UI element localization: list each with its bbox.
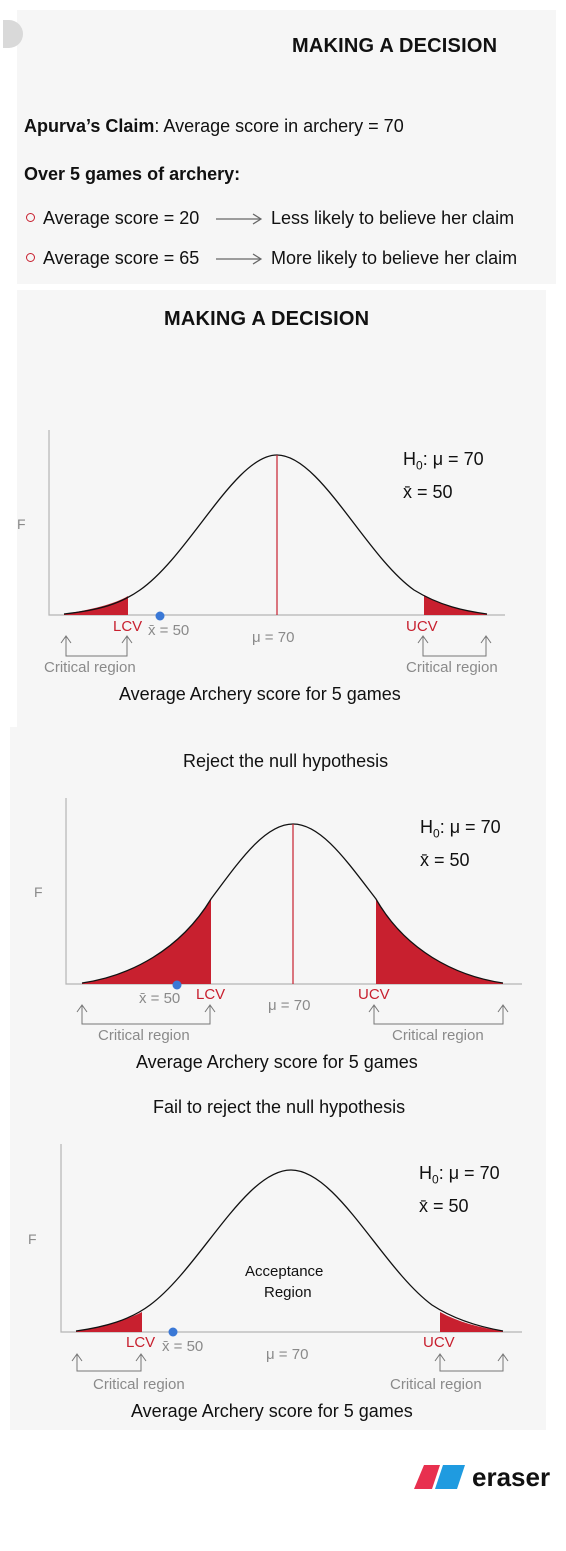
intro-title: MAKING A DECISION: [292, 35, 498, 57]
ucv-label: UCV: [358, 986, 390, 1003]
ucv-label: UCV: [423, 1334, 455, 1351]
null-hypothesis-label: H0: μ = 70: [403, 449, 484, 473]
right-arrow-icon: [216, 213, 263, 225]
axes-line: [65, 798, 522, 985]
chart-baseline: [48, 430, 505, 657]
decorative-tab: [3, 20, 23, 48]
result-less-likely: Less likely to believe her claim: [271, 208, 515, 228]
critical-region-right-fill: [376, 899, 503, 984]
mu-label: μ = 70: [268, 997, 311, 1014]
claim-label: Apurva’s Claim: [24, 116, 155, 136]
critical-region-right-fill: [424, 595, 487, 615]
decision-title: MAKING A DECISION: [164, 308, 370, 330]
critical-bracket-left: [76, 1004, 216, 1025]
acceptance-region-label-2: Region: [264, 1284, 312, 1301]
critical-region-left-fill: [64, 596, 128, 615]
critical-bracket-right: [368, 1004, 509, 1025]
critical-region-left-fill: [82, 899, 211, 984]
lcv-label: LCV: [113, 618, 143, 635]
null-hypothesis-label: H0: μ = 70: [420, 817, 501, 841]
fail-to-reject-caption: Fail to reject the null hypothesis: [153, 1097, 406, 1117]
brand-name: eraser: [472, 1462, 551, 1492]
sample-mean-dot: [155, 611, 165, 621]
bullet-icon: [26, 213, 35, 222]
critical-region-right-label: Critical region: [392, 1027, 484, 1044]
sample-mean-label: x̄ = 50: [420, 850, 470, 870]
sample-mean-dot: [168, 1327, 178, 1337]
result-more-likely: More likely to believe her claim: [271, 248, 518, 268]
critical-region-left-label: Critical region: [98, 1027, 190, 1044]
critical-region-left-fill: [76, 1312, 142, 1332]
x-axis-label: Average Archery score for 5 games: [119, 684, 401, 704]
axes-line: [60, 1144, 522, 1333]
sample-mean-dot: [172, 980, 182, 990]
critical-region-right-label: Critical region: [406, 659, 498, 676]
x-axis-label: Average Archery score for 5 games: [136, 1052, 418, 1072]
normal-curve: [75, 1169, 504, 1332]
sample-mean-axis-label: x̄ = 50: [162, 1338, 204, 1355]
frequency-axis-label: F: [34, 884, 43, 900]
mu-label: μ = 70: [266, 1346, 309, 1363]
critical-bracket-left: [60, 635, 133, 657]
critical-bracket-right: [417, 635, 492, 657]
critical-bracket-left: [71, 1353, 147, 1372]
lcv-label: LCV: [126, 1334, 156, 1351]
chart-baseline: [60, 1144, 522, 1372]
sample-mean-label: x̄ = 50: [403, 482, 453, 502]
normal-curve: [63, 454, 488, 615]
claim-text: : Average score in archery = 70: [154, 116, 404, 136]
sample-mean-label: x̄ = 50: [419, 1196, 469, 1216]
claim-line: Apurva’s Claim: Average score in archery…: [24, 116, 404, 137]
ucv-label: UCV: [406, 618, 438, 635]
frequency-axis-label: F: [17, 516, 26, 532]
critical-region-right-label: Critical region: [390, 1376, 482, 1393]
decision-panel-2: [10, 727, 546, 1430]
null-hypothesis-label: H0: μ = 70: [419, 1163, 500, 1187]
right-arrow-icon: [216, 253, 263, 265]
eraser-logo-icon: [414, 1465, 465, 1489]
lcv-label: LCV: [196, 986, 226, 1003]
sample-mean-axis-label: x̄ = 50: [148, 622, 190, 639]
decision-panel-1: [17, 290, 546, 727]
over-games-heading: Over 5 games of archery:: [24, 164, 241, 184]
critical-region-right-fill: [440, 1312, 503, 1332]
chart-baseline: [65, 798, 522, 1025]
acceptance-region-label-1: Acceptance: [245, 1263, 324, 1280]
sample-mean-axis-label: x̄ = 50: [139, 990, 181, 1007]
mu-label: μ = 70: [252, 629, 295, 646]
bullet-icon: [26, 253, 35, 262]
intro-panel: [17, 10, 556, 284]
reject-caption: Reject the null hypothesis: [183, 751, 389, 771]
critical-region-left-label: Critical region: [44, 659, 136, 676]
axes-line: [48, 430, 505, 616]
x-axis-label: Average Archery score for 5 games: [131, 1401, 413, 1421]
frequency-axis-label: F: [28, 1231, 37, 1247]
critical-bracket-right: [434, 1353, 509, 1372]
score-20: Average score = 20: [43, 208, 200, 228]
score-65: Average score = 65: [43, 248, 200, 268]
critical-region-left-label: Critical region: [93, 1376, 185, 1393]
